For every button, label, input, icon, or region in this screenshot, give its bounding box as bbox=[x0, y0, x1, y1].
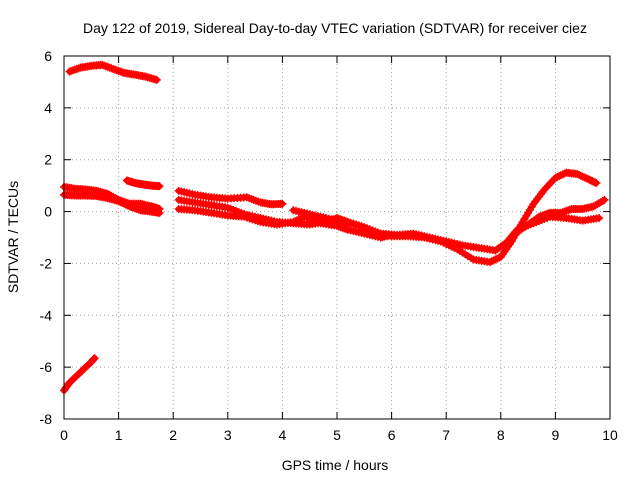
data-point bbox=[576, 171, 585, 180]
data-point bbox=[598, 196, 607, 205]
chart-title: Day 122 of 2019, Sidereal Day-to-day VTE… bbox=[83, 20, 587, 36]
data-point bbox=[121, 200, 130, 209]
data-point bbox=[155, 182, 164, 191]
grid-lines bbox=[64, 56, 610, 419]
data-point bbox=[489, 256, 498, 265]
series-arc-i bbox=[289, 168, 601, 267]
series-arc-j bbox=[513, 195, 609, 237]
y-axis-title: SDTVAR / TECUs bbox=[5, 181, 21, 293]
data-point bbox=[580, 173, 589, 182]
data-point bbox=[120, 199, 129, 208]
data-point bbox=[90, 354, 99, 363]
series-arc-f bbox=[174, 186, 287, 209]
data-point bbox=[600, 195, 609, 204]
tick-labels: 0 1 2 3 4 5 6 7 8 9 10 -8 -6 -4 -2 0 2 4 6 bbox=[40, 48, 618, 443]
series-arc-h bbox=[174, 195, 604, 255]
x-tick-label: 10 bbox=[602, 427, 618, 443]
data-point bbox=[558, 170, 567, 179]
y-tick-label: 6 bbox=[44, 48, 52, 64]
data-points bbox=[60, 60, 609, 395]
series-arc-a bbox=[65, 60, 161, 84]
x-tick-label: 9 bbox=[552, 427, 560, 443]
data-point bbox=[487, 257, 496, 266]
data-point bbox=[155, 208, 164, 217]
data-point bbox=[595, 214, 604, 223]
y-tick-label: 2 bbox=[44, 152, 52, 168]
data-point bbox=[551, 173, 560, 182]
x-tick-label: 0 bbox=[60, 427, 68, 443]
data-point bbox=[116, 198, 125, 207]
data-point bbox=[553, 173, 562, 181]
x-tick-label: 8 bbox=[497, 427, 505, 443]
data-point bbox=[485, 258, 494, 267]
y-tick-label: 0 bbox=[44, 204, 52, 220]
plot-frame bbox=[63, 55, 611, 420]
series-arc-b bbox=[60, 354, 99, 395]
data-point bbox=[123, 201, 132, 210]
x-tick-label: 4 bbox=[279, 427, 287, 443]
x-tick-label: 7 bbox=[442, 427, 450, 443]
data-point bbox=[118, 198, 127, 207]
data-point bbox=[578, 172, 587, 181]
data-point bbox=[592, 179, 601, 188]
x-tick-label: 3 bbox=[224, 427, 232, 443]
data-point bbox=[493, 254, 502, 263]
y-tick-label: -2 bbox=[40, 255, 53, 271]
x-tick-label: 1 bbox=[115, 427, 123, 443]
data-point bbox=[152, 75, 161, 84]
data-point bbox=[573, 169, 582, 178]
data-point bbox=[575, 170, 584, 179]
x-tick-label: 2 bbox=[169, 427, 177, 443]
data-point bbox=[491, 255, 500, 264]
y-tick-label: -6 bbox=[40, 359, 53, 375]
y-tick-label: -4 bbox=[40, 307, 53, 323]
x-tick-label: 6 bbox=[388, 427, 396, 443]
y-tick-label: -8 bbox=[40, 411, 53, 427]
y-tick-label: 4 bbox=[44, 100, 52, 116]
x-tick-label: 5 bbox=[333, 427, 341, 443]
x-axis-title: GPS time / hours bbox=[282, 457, 389, 473]
data-point bbox=[555, 172, 564, 181]
series-arc-c bbox=[122, 176, 164, 191]
data-point bbox=[494, 253, 503, 262]
data-point bbox=[556, 171, 565, 180]
data-point bbox=[278, 199, 287, 208]
data-point bbox=[114, 197, 123, 206]
